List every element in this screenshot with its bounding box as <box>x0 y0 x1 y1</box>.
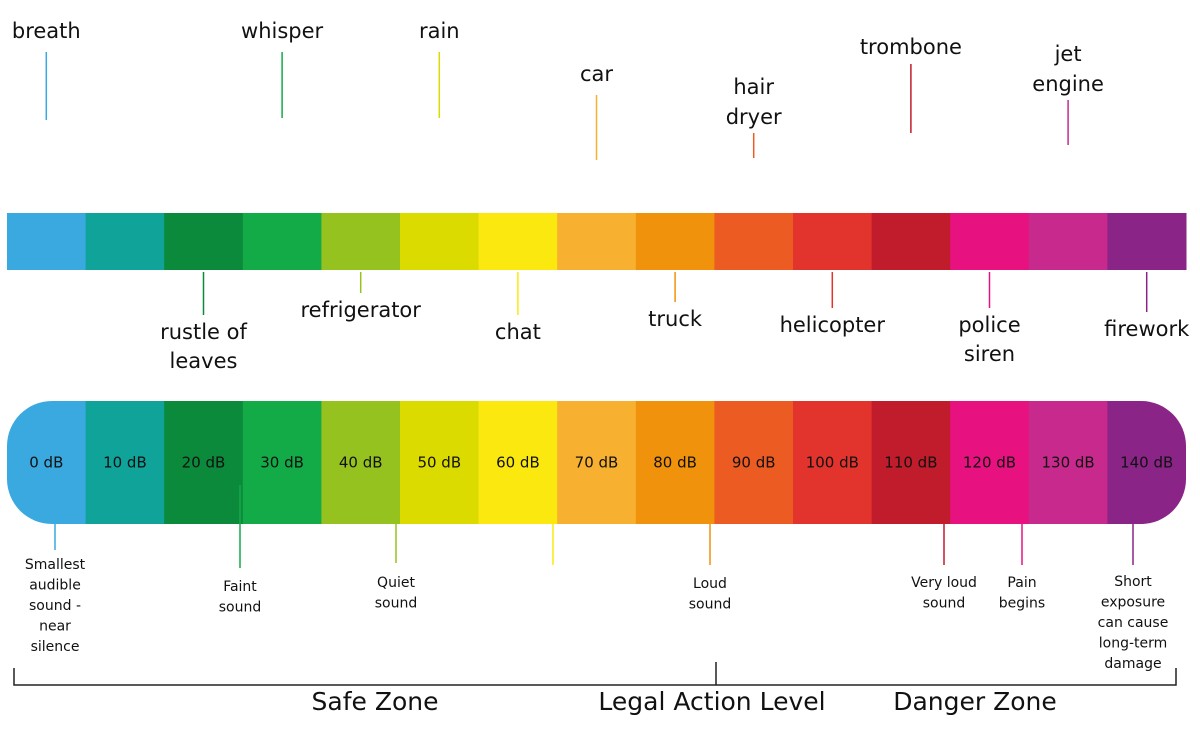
note-label: can cause <box>1098 615 1169 631</box>
color-segment <box>714 213 794 270</box>
zone-label: Danger Zone <box>893 687 1057 716</box>
db-segment <box>557 401 637 524</box>
source-label: trombone <box>860 35 962 59</box>
db-segment <box>950 401 1030 524</box>
db-label: 90 dB <box>732 454 776 472</box>
source-label: rain <box>419 19 460 43</box>
color-segment <box>557 213 637 270</box>
note-label: Faint <box>223 579 257 595</box>
color-segment <box>478 213 558 270</box>
source-label: hair <box>733 75 774 99</box>
note-label: audible <box>29 578 81 594</box>
db-label: 30 dB <box>260 454 304 472</box>
color-segment <box>635 213 715 270</box>
db-bar <box>7 401 1186 524</box>
color-segment <box>1107 213 1187 270</box>
color-segment <box>1028 213 1108 270</box>
source-label: chat <box>495 320 541 344</box>
db-label: 0 dB <box>29 454 63 472</box>
db-label: 140 dB <box>1120 454 1173 472</box>
color-segment <box>400 213 480 270</box>
color-segment <box>7 213 87 270</box>
zone-label: Legal Action Level <box>598 687 825 716</box>
note-label: sound <box>689 597 732 613</box>
source-label: police <box>958 313 1020 337</box>
source-label: truck <box>648 307 703 331</box>
db-label: 20 dB <box>182 454 226 472</box>
db-label: 10 dB <box>103 454 147 472</box>
source-label: firework <box>1104 317 1190 341</box>
db-segment <box>321 401 401 524</box>
source-label: engine <box>1032 72 1104 96</box>
source-label: whisper <box>241 19 324 43</box>
note-label: Short <box>1114 574 1152 590</box>
source-label: refrigerator <box>300 298 421 322</box>
db-label: 60 dB <box>496 454 540 472</box>
source-label: siren <box>964 342 1015 366</box>
note-label: exposure <box>1101 595 1165 611</box>
db-label: 70 dB <box>575 454 619 472</box>
zone-label: Safe Zone <box>312 687 439 716</box>
color-segment <box>321 213 401 270</box>
note-label: long-term <box>1099 636 1168 652</box>
source-label: rustle of <box>160 320 247 344</box>
db-segment <box>478 401 558 524</box>
db-segment <box>871 401 951 524</box>
db-segment <box>1107 401 1186 524</box>
db-label: 100 dB <box>806 454 859 472</box>
source-label: leaves <box>170 349 238 373</box>
source-label: breath <box>12 19 81 43</box>
note-label: Loud <box>693 576 727 592</box>
source-label: car <box>580 62 613 86</box>
db-segment <box>1028 401 1108 524</box>
db-label: 130 dB <box>1041 454 1094 472</box>
zone-bracket <box>13 662 1177 686</box>
color-segment <box>871 213 951 270</box>
db-label: 40 dB <box>339 454 383 472</box>
top-bar <box>7 213 1187 270</box>
db-label: 110 dB <box>884 454 937 472</box>
source-label: jet <box>1054 42 1082 66</box>
note-label: Pain <box>1007 575 1036 591</box>
db-segment <box>7 401 87 524</box>
note-label: sound <box>923 596 966 612</box>
note-label: damage <box>1104 656 1161 672</box>
color-segment <box>85 213 165 270</box>
db-label: 50 dB <box>417 454 461 472</box>
db-segment <box>714 401 794 524</box>
db-segment <box>793 401 873 524</box>
db-segment <box>85 401 165 524</box>
note-label: Very loud <box>911 575 977 591</box>
source-label: dryer <box>726 105 782 129</box>
db-label: 80 dB <box>653 454 697 472</box>
note-label: Quiet <box>377 575 415 591</box>
note-label: sound <box>375 596 418 612</box>
note-label: sound - <box>29 598 81 614</box>
color-segment <box>950 213 1030 270</box>
color-segment <box>164 213 244 270</box>
db-label: 120 dB <box>963 454 1016 472</box>
note-label: begins <box>999 596 1045 612</box>
note-label: Smallest <box>25 557 86 573</box>
note-label: sound <box>219 600 262 616</box>
source-label: helicopter <box>780 313 886 337</box>
db-segment <box>242 401 322 524</box>
note-label: silence <box>31 639 80 655</box>
color-segment <box>242 213 322 270</box>
db-segment <box>400 401 480 524</box>
color-segment <box>793 213 873 270</box>
note-label: near <box>39 619 71 635</box>
db-segment <box>164 401 244 524</box>
db-segment <box>635 401 715 524</box>
